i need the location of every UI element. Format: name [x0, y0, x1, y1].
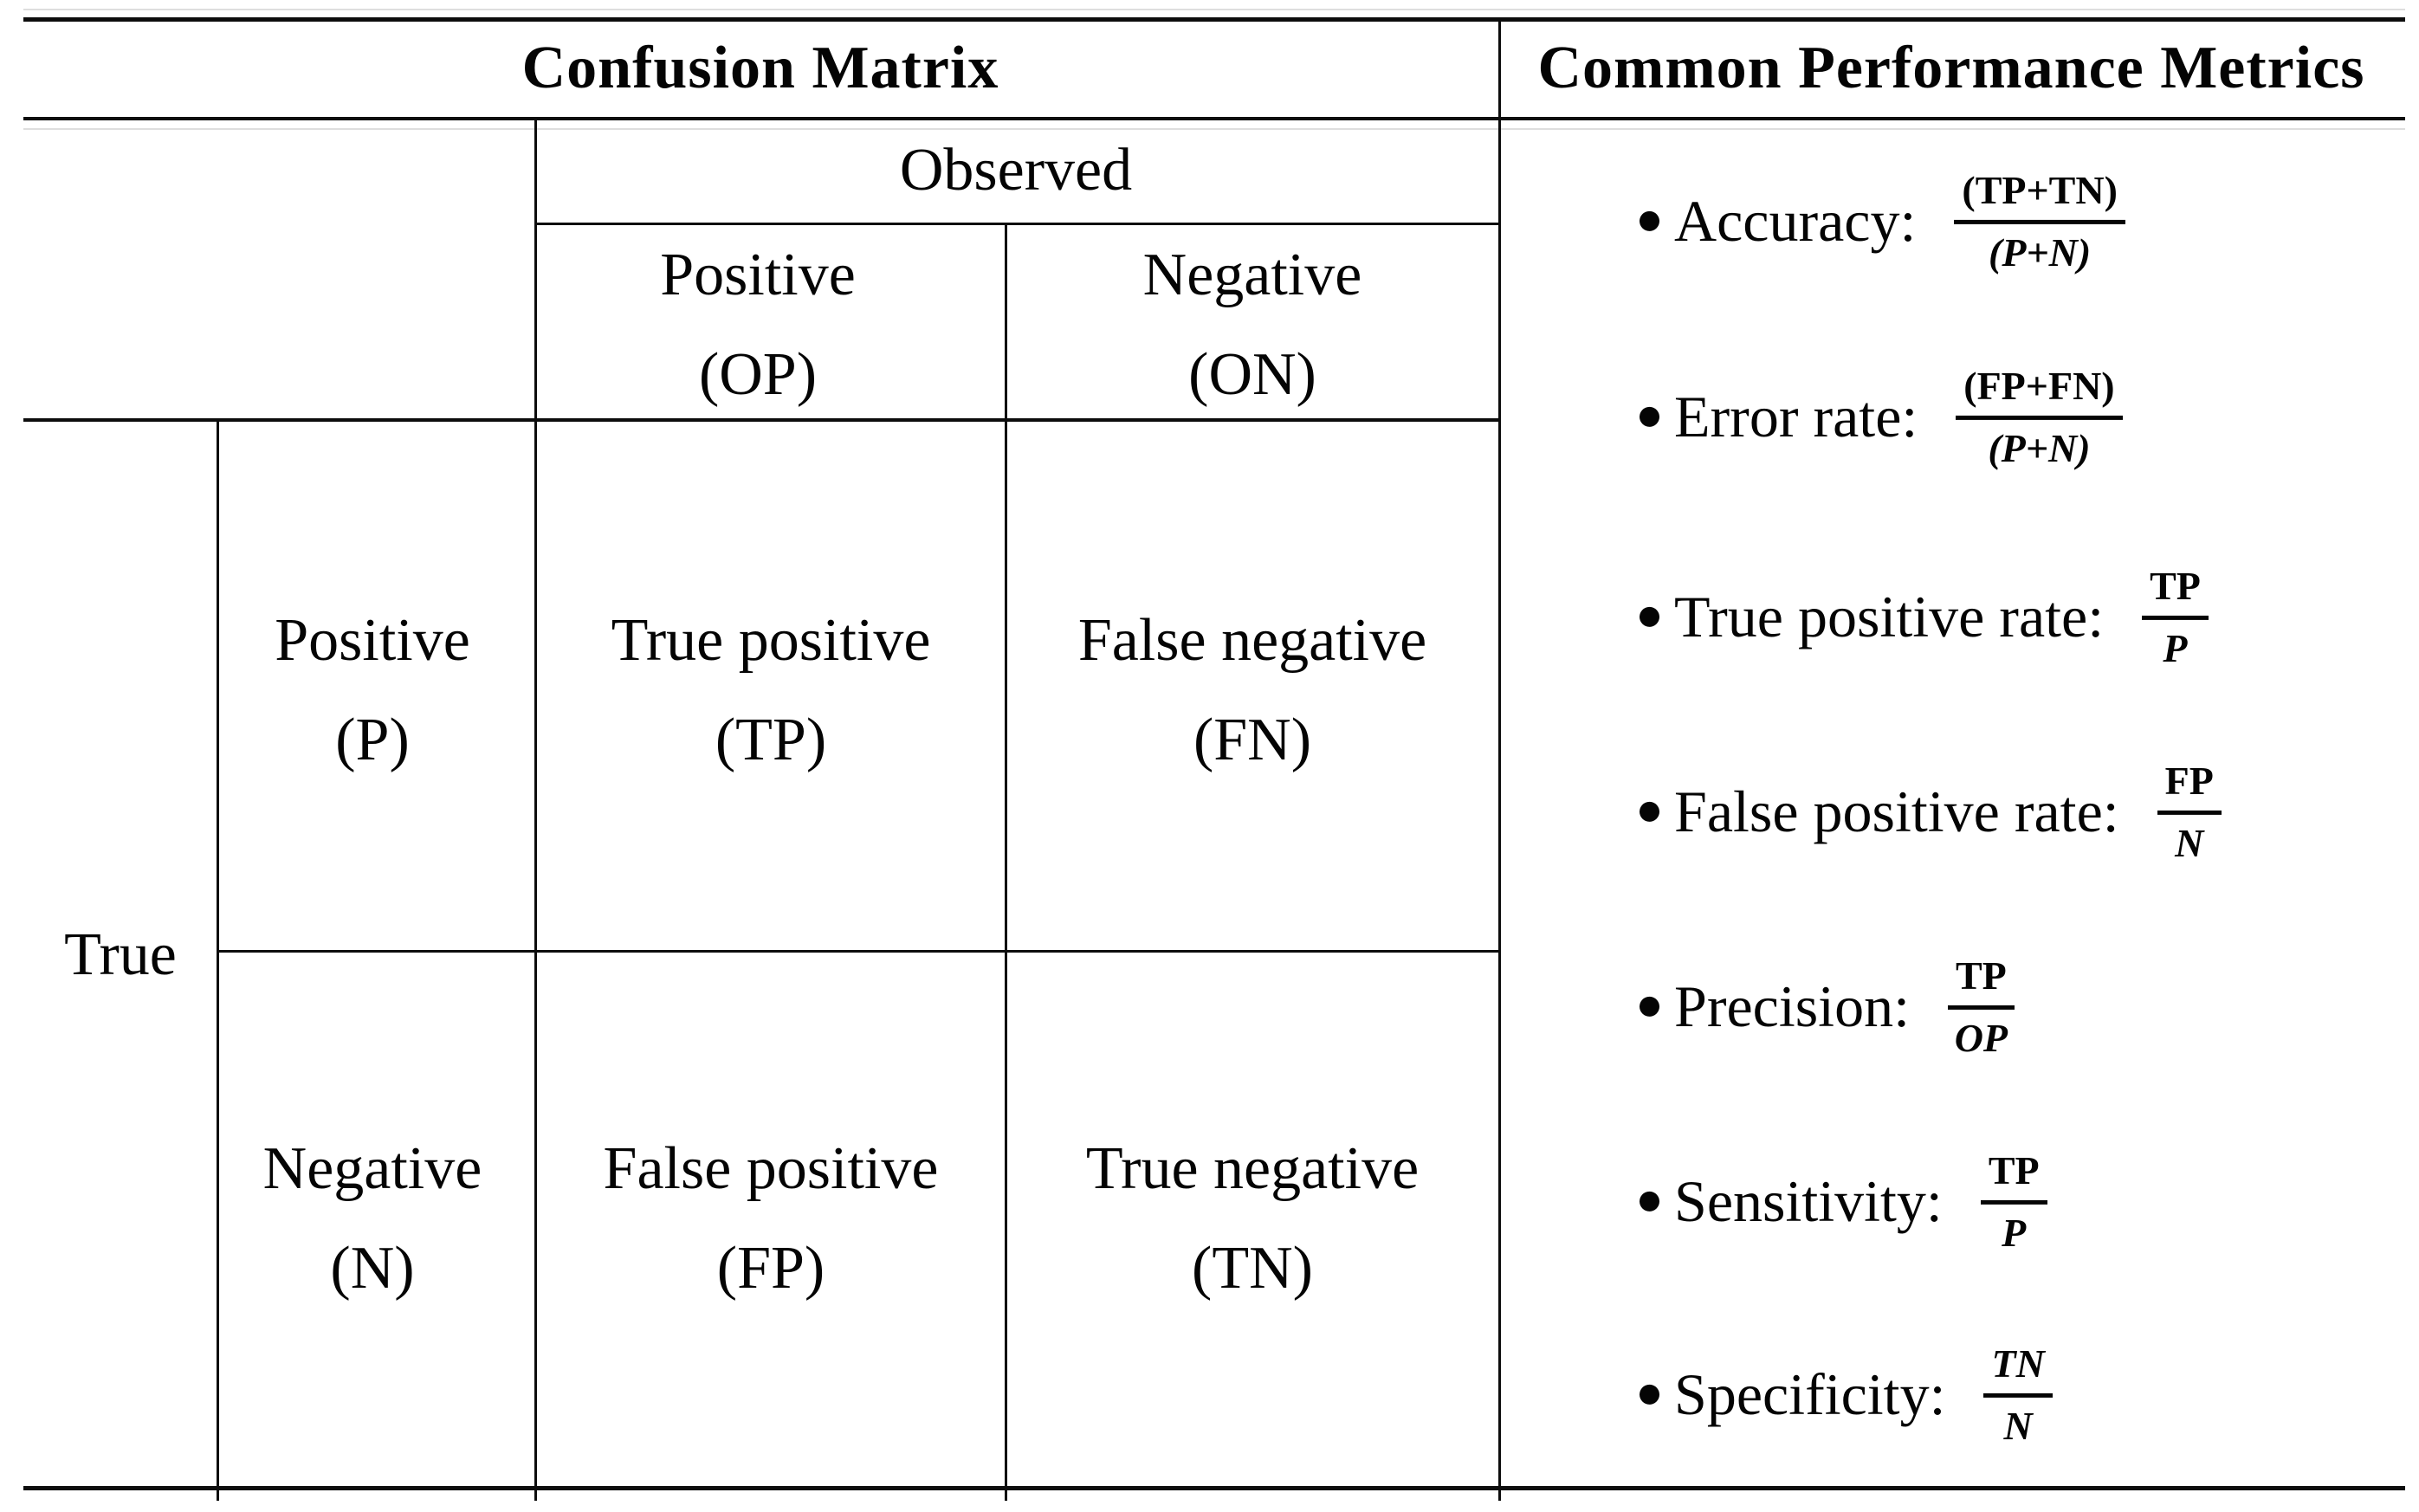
metric-fraction: TP P [2142, 563, 2209, 670]
metric-fraction: FP N [2157, 758, 2222, 865]
true-negative-row-abbr: (N) [330, 1235, 415, 1302]
observed-negative-header: Negative [1142, 242, 1362, 308]
metric-label: True positive rate: [1674, 584, 2105, 649]
fraction-denominator: (P+N) [1989, 229, 2092, 275]
metric-specificity: Specificity: TN N [1640, 1341, 2053, 1448]
cell-false-positive-abbr: (FP) [716, 1235, 825, 1302]
true-positive-row-header: Positive [275, 607, 470, 674]
fraction-numerator: TP [2142, 563, 2209, 620]
performance-metrics-title: Common Performance Metrics [1537, 35, 2365, 101]
panel-separator-line [1498, 17, 1501, 1501]
observed-columns-divider-line [1005, 223, 1007, 1501]
fraction-numerator: (TP+TN) [1954, 167, 2125, 224]
fraction-numerator: (FP+FN) [1956, 363, 2123, 420]
metric-precision: Precision: TP OP [1640, 953, 2015, 1060]
scan-artifact-line-header [23, 128, 2405, 130]
bullet-icon [1640, 210, 1659, 231]
observed-negative-abbr: (ON) [1188, 341, 1316, 408]
observed-positive-header: Positive [660, 242, 856, 308]
metric-error-rate: Error rate: (FP+FN) (P+N) [1640, 363, 2123, 470]
rowheader-column-right-line [534, 117, 537, 1501]
scan-artifact-line-top [23, 9, 2405, 10]
metric-fraction: (TP+TN) (P+N) [1954, 167, 2125, 275]
table-top-border [23, 17, 2405, 22]
fraction-denominator: (P+N) [1988, 425, 2091, 470]
bullet-icon [1640, 996, 1659, 1017]
matrix-row-separator-line [217, 950, 1498, 953]
metric-label: Specificity: [1674, 1361, 1946, 1427]
bullet-icon [1640, 1384, 1659, 1405]
metric-accuracy: Accuracy: (TP+TN) (P+N) [1640, 167, 2125, 275]
fraction-denominator: P [2163, 625, 2188, 670]
cell-true-negative-abbr: (TN) [1192, 1235, 1313, 1302]
metric-label: Sensitivity: [1674, 1168, 1943, 1234]
fraction-denominator: N [2003, 1403, 2033, 1448]
bullet-icon [1640, 801, 1659, 822]
true-positive-row-abbr: (P) [335, 707, 410, 773]
metric-label: False positive rate: [1674, 779, 2119, 844]
bullet-icon [1640, 406, 1659, 427]
metric-label: Precision: [1674, 973, 1910, 1039]
matrix-body-top-line [23, 418, 1498, 422]
metric-fraction: TP OP [1947, 953, 2015, 1060]
header-separator-line [23, 117, 2405, 120]
cell-false-negative: False negative [1077, 607, 1427, 674]
fraction-denominator: OP [1954, 1015, 2008, 1060]
cell-false-positive: False positive [603, 1135, 939, 1202]
true-column-right-line [217, 418, 219, 1501]
metric-false-positive-rate: False positive rate: FP N [1640, 758, 2222, 865]
cell-true-positive-abbr: (TP) [715, 707, 827, 773]
observed-positive-abbr: (OP) [698, 341, 818, 408]
fraction-numerator: TN [1983, 1341, 2053, 1398]
cell-true-positive: True positive [611, 607, 931, 674]
observed-header: Observed [899, 137, 1133, 204]
fraction-numerator: TP [1980, 1147, 2047, 1205]
metric-fraction: (FP+FN) (P+N) [1956, 363, 2123, 470]
bullet-icon [1640, 1191, 1659, 1212]
bullet-icon [1640, 606, 1659, 627]
fraction-denominator: P [2002, 1210, 2027, 1255]
fraction-numerator: FP [2157, 758, 2222, 815]
metric-sensitivity: Sensitivity: TP P [1640, 1147, 2047, 1255]
metric-fraction: TN N [1983, 1341, 2053, 1448]
metric-fraction: TP P [1980, 1147, 2047, 1255]
fraction-denominator: N [2175, 820, 2204, 865]
fraction-numerator: TP [1947, 953, 2015, 1010]
metric-label: Accuracy: [1674, 188, 1917, 254]
observed-underline [534, 223, 1498, 225]
cell-true-negative: True negative [1085, 1135, 1420, 1202]
metric-true-positive-rate: True positive rate: TP P [1640, 563, 2209, 670]
metric-label: Error rate: [1674, 384, 1918, 449]
true-group-label: True [64, 921, 177, 988]
true-negative-row-header: Negative [262, 1135, 482, 1202]
table-bottom-border [23, 1486, 2405, 1490]
cell-false-negative-abbr: (FN) [1193, 707, 1312, 773]
confusion-matrix-title: Confusion Matrix [521, 35, 999, 101]
